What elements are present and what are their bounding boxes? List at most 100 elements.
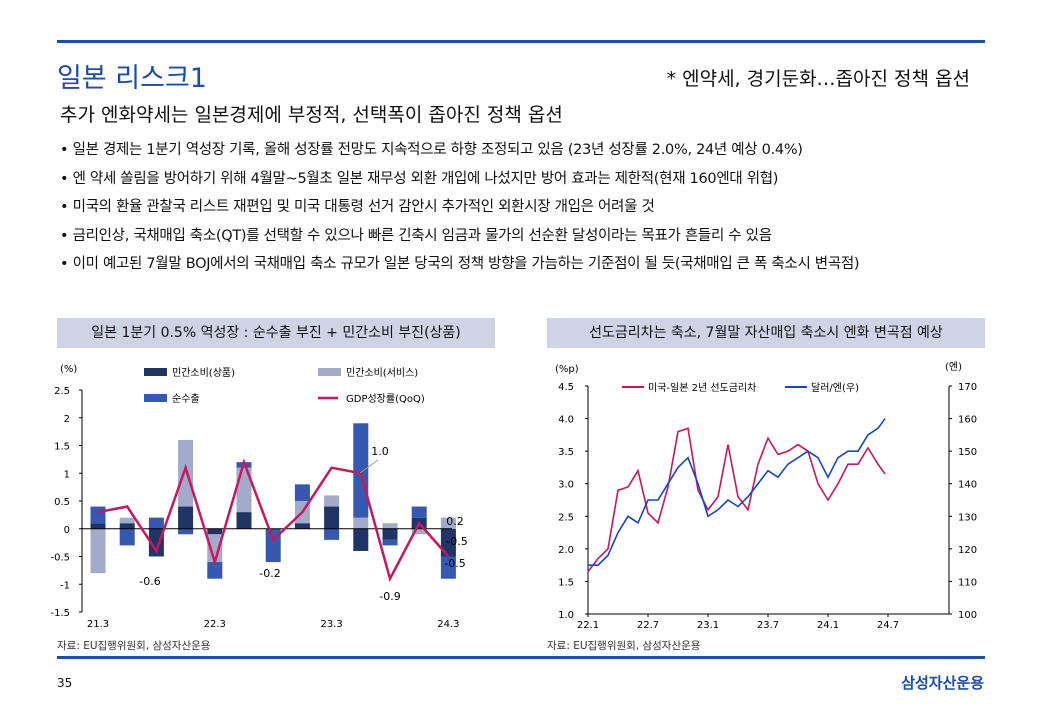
spread-line: [587, 427, 886, 573]
y-tick-label-right: 120: [958, 545, 977, 556]
y-tick-label: 3.5: [558, 447, 574, 458]
bar-segment: [324, 528, 340, 540]
left-chart-source: 자료: EU집행위원회, 삼성자산운용: [57, 640, 211, 652]
bar-segment: [294, 523, 310, 529]
page-number: 35: [57, 676, 73, 690]
bar-segment: [119, 517, 135, 524]
x-tick-label: 22.7: [637, 620, 659, 631]
y-tick-label: 1: [64, 469, 70, 480]
bar-segment: [90, 506, 106, 524]
legend-label: 달러/엔(우): [811, 382, 859, 394]
bar-segment: [382, 523, 398, 529]
bar-segment: [382, 528, 398, 540]
right-chart-source: 자료: EU집행위원회, 삼성자산운용: [547, 640, 701, 652]
y-axis-label: (%): [60, 364, 77, 375]
subtitle-note: * 엔약세, 경기둔화…좁아진 정책 옵션: [666, 68, 970, 90]
data-label: 1.0: [371, 445, 389, 458]
bar-segment: [90, 528, 106, 574]
y-tick-label-right: 160: [958, 415, 977, 426]
data-label: -0.6: [139, 575, 160, 588]
bar-segment: [440, 528, 456, 557]
bullet-item: 금리인상, 국채매입 축소(QT)를 선택할 수 있으나 빠른 긴축시 임금과 …: [60, 224, 859, 253]
y-tick-label-right: 100: [958, 610, 977, 621]
x-tick-label: 22.3: [204, 619, 226, 630]
bar-segment: [119, 528, 135, 546]
x-tick-label: 24.3: [437, 619, 459, 630]
bullet-list: 일본 경제는 1분기 역성장 기록, 올해 성장률 전망도 지속적으로 하향 조…: [60, 138, 860, 281]
bar-segment: [382, 539, 398, 546]
bullet-item: 미국의 환율 관찰국 리스트 재편입 및 미국 대통령 선거 감안시 추가적인 …: [60, 195, 859, 224]
bar-segment: [148, 528, 164, 557]
page-title: 일본 리스크1: [57, 63, 207, 94]
x-tick-label: 24.7: [877, 620, 899, 631]
y-axis-label-right: (엔): [945, 361, 962, 373]
bar-segment: [324, 495, 340, 507]
y-tick-label: -1.5: [50, 608, 70, 619]
bullet-item: 이미 예고된 7월말 BOJ에서의 국채매입 축소 규모가 일본 당국의 정책 …: [60, 252, 860, 281]
gdp-line: [97, 458, 450, 583]
y-tick-label: 0.5: [54, 497, 70, 508]
bar-segment: [411, 528, 427, 535]
y-tick-label: -0.5: [50, 553, 70, 564]
bar-segment: [207, 534, 223, 563]
legend-label: 순수출: [172, 393, 200, 405]
legend-label: GDP성장률(QoQ): [346, 393, 425, 405]
data-label: 0.2: [446, 515, 464, 528]
x-tick-label: 23.3: [320, 619, 342, 630]
x-tick-label: 21.3: [87, 619, 109, 630]
left-chart-title: 일본 1분기 0.5% 역성장 : 순수출 부진 + 민간소비 부진(상품): [57, 318, 495, 348]
bullet-item: 일본 경제는 1분기 역성장 기록, 올해 성장률 전망도 지속적으로 하향 조…: [60, 138, 859, 167]
rate-spread-yen-chart: (%p) (엔) 4.5 4.0 3.5 3.0 2.5 2.0 1.5 1.0 170 160 150…: [555, 361, 977, 631]
bar-segment: [178, 439, 194, 507]
leader-line: [359, 459, 379, 474]
legend-label: 민간소비(서비스): [346, 367, 418, 379]
bar-segment: [353, 517, 369, 529]
y-tick-label-right: 170: [958, 382, 977, 393]
y-tick-label: -1: [60, 580, 70, 591]
x-tick-label: 24.1: [817, 620, 839, 631]
headline: 추가 엔화약세는 일본경제에 부정적, 선택폭이 좁아진 정책 옵션: [60, 104, 563, 126]
usdjpy-line: [588, 418, 886, 566]
bar-segment: [178, 528, 194, 535]
bar-segment: [178, 506, 194, 529]
y-tick-label: 4.0: [558, 415, 574, 426]
y-tick-label-right: 150: [958, 447, 977, 458]
bar-segment: [236, 512, 252, 529]
bar-segment: [440, 517, 456, 529]
data-label: -0.9: [379, 590, 400, 603]
x-tick-label: 23.1: [697, 620, 719, 631]
y-tick-label: 0: [64, 525, 70, 536]
x-tick-label: 22.1: [577, 620, 599, 631]
right-chart-title: 선도금리차는 축소, 7월말 자산매입 축소시 엔화 변곡점 예상: [547, 318, 985, 348]
y-tick-label-right: 140: [958, 480, 977, 491]
y-tick-label: 2.5: [558, 512, 574, 523]
bar-segment: [148, 517, 164, 529]
top-rule: [57, 40, 985, 43]
data-label: -0.2: [259, 567, 280, 580]
y-tick-label: 1.5: [54, 442, 70, 453]
y-tick-label: 4.5: [558, 382, 574, 393]
y-tick-label: 2.0: [558, 545, 574, 556]
bar-segment: [207, 528, 223, 535]
y-tick-label: 2.5: [54, 386, 70, 397]
bar-segment: [440, 556, 456, 579]
bar-segment: [119, 523, 135, 529]
bar-segment: [324, 506, 340, 529]
bottom-rule: [57, 656, 985, 659]
y-tick-label: 1.5: [558, 577, 574, 588]
y-tick-label-right: 110: [958, 577, 977, 588]
y-tick-label: 3.0: [558, 480, 574, 491]
legend-label: 민간소비(상품): [172, 367, 235, 379]
bar-segment: [207, 562, 223, 579]
gdp-contribution-chart: (%) 2.5 2 1.5 1 0.5 0 -0.5 -1 -1.5 21.3 22.3 23.3 24.…: [50, 364, 467, 630]
bullet-item: 엔 약세 쏠림을 방어하기 위해 4월말~5월초 일본 재무성 외환 개입에 나…: [60, 167, 859, 196]
legend-swatch: [318, 368, 341, 376]
legend-swatch: [144, 394, 167, 402]
bar-segment: [294, 484, 310, 501]
bar-segment: [353, 528, 369, 551]
bar-segment: [411, 506, 427, 518]
y-axis-label-left: (%p): [555, 364, 579, 375]
y-tick-label: 1.0: [558, 610, 574, 621]
company-logo: 삼성자산운용: [901, 674, 984, 692]
